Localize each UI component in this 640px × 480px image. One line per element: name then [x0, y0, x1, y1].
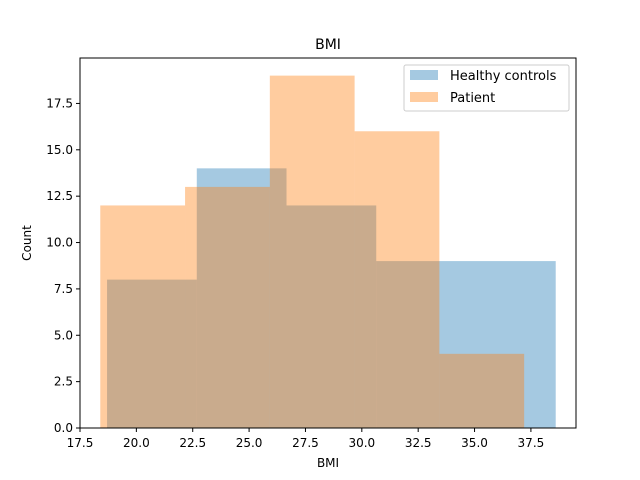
y-tick-label: 0.0	[54, 421, 73, 435]
chart-title: BMI	[315, 37, 341, 53]
histogram-bars	[100, 75, 556, 428]
x-tick-label: 22.5	[179, 436, 206, 450]
y-tick-label: 2.5	[54, 375, 73, 389]
y-axis-ticks: 0.0 2.5 5.0 7.5 10.0 12.5 15.0 17.5	[46, 96, 80, 435]
legend-label-patient: Patient	[450, 91, 495, 106]
bar-patient-4	[439, 353, 525, 428]
legend-frame	[403, 64, 570, 112]
bar-healthy-controls-3	[376, 261, 466, 428]
x-tick-label: 32.5	[405, 436, 432, 450]
bar-healthy-controls-2	[286, 205, 377, 428]
y-tick-label: 10.0	[46, 236, 73, 250]
bar-healthy-controls-4	[465, 261, 556, 428]
x-tick-label: 27.5	[292, 436, 319, 450]
y-tick-label: 5.0	[54, 328, 73, 342]
x-tick-label: 25.0	[236, 436, 263, 450]
x-axis-label: BMI	[317, 456, 339, 470]
legend-label-healthy-controls: Healthy controls	[450, 69, 557, 84]
x-tick-label: 17.5	[67, 436, 94, 450]
bar-healthy-controls-0	[107, 279, 197, 428]
legend-swatch-patient	[410, 92, 438, 102]
bar-healthy-controls-1	[196, 168, 287, 428]
bar-patient-1	[185, 186, 270, 428]
legend-swatch-healthy-controls	[410, 70, 438, 80]
x-tick-label: 37.5	[518, 436, 545, 450]
legend: Healthy controls Patient	[403, 64, 570, 112]
x-tick-label: 30.0	[348, 436, 375, 450]
bar-patient-3	[354, 131, 440, 428]
y-tick-label: 17.5	[46, 96, 73, 110]
bar-patient-2	[269, 75, 355, 428]
x-axis-ticks: 17.5 20.0 22.5 25.0 27.5 30.0 32.5 35.0 37.5	[67, 428, 545, 450]
y-tick-label: 15.0	[46, 143, 73, 157]
x-tick-label: 20.0	[123, 436, 150, 450]
y-axis-label: Count	[20, 225, 34, 261]
bar-patient-0	[100, 205, 186, 428]
x-tick-label: 35.0	[461, 436, 488, 450]
y-tick-label: 12.5	[46, 189, 73, 203]
y-tick-label: 7.5	[54, 282, 73, 296]
